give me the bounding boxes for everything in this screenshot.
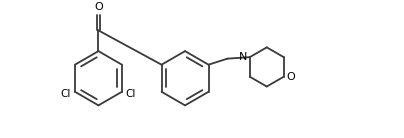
- Text: N: N: [239, 52, 248, 62]
- Text: Cl: Cl: [61, 89, 71, 99]
- Text: Cl: Cl: [126, 89, 136, 99]
- Text: O: O: [94, 2, 103, 12]
- Text: O: O: [286, 72, 295, 82]
